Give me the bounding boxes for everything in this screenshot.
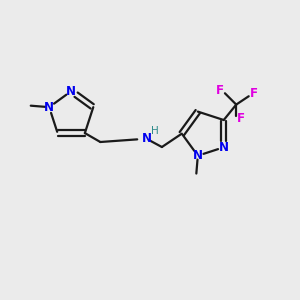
Text: N: N — [44, 101, 54, 114]
Text: N: N — [193, 149, 203, 162]
Text: H: H — [151, 126, 159, 136]
Text: N: N — [219, 141, 229, 154]
Text: F: F — [250, 87, 258, 101]
Text: N: N — [141, 132, 152, 145]
Text: F: F — [216, 84, 224, 97]
Text: F: F — [237, 112, 245, 125]
Text: N: N — [66, 85, 76, 98]
